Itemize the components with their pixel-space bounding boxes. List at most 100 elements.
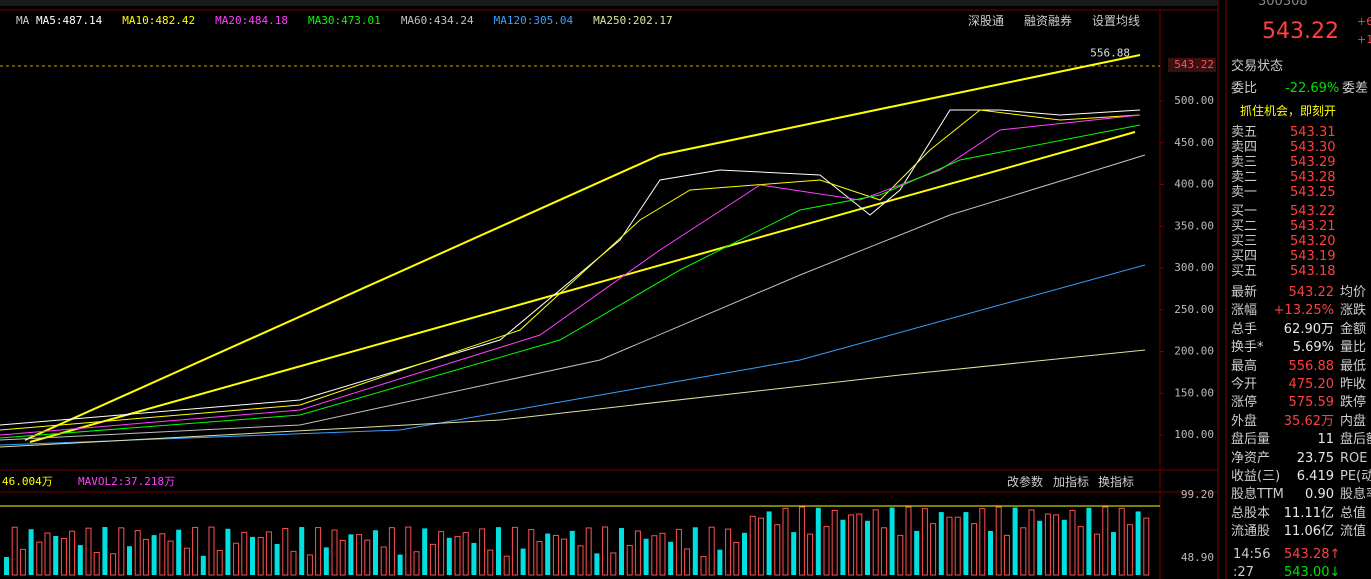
volume-bar (496, 527, 501, 575)
volume-bar (700, 556, 707, 576)
volume-bar (889, 507, 895, 575)
stat-label: ROE (1340, 450, 1368, 466)
stat-value: 6.419 (1296, 469, 1334, 484)
volume-bar (798, 506, 805, 576)
indicator-button[interactable]: 改参数 (1007, 475, 1044, 489)
toolbar-button[interactable]: 深股通 (968, 14, 1005, 28)
ma-line (0, 124, 1141, 439)
stat-label: 流值 (1340, 524, 1367, 540)
volume-bar (1102, 506, 1109, 576)
ask-label: 卖二 (1231, 170, 1258, 185)
volume-bar (413, 551, 420, 576)
volume-bar (183, 547, 190, 576)
status-label: 交易状态 (1231, 59, 1284, 74)
volume-bar (208, 526, 215, 576)
stat-label: 总值 (1340, 505, 1367, 521)
ma-legend-item: MA20:484.18 (215, 14, 288, 27)
volume-bar (823, 526, 830, 576)
volume-bar (290, 550, 297, 576)
volume-bar (159, 533, 166, 576)
volume-bar (36, 541, 43, 576)
trend-line (29, 131, 1136, 443)
volume-bar (151, 535, 157, 575)
bid-label: 买三 (1231, 234, 1258, 249)
volume-bar (257, 537, 264, 576)
volume-bar (774, 524, 781, 576)
stock-code: 300308 (1258, 0, 1308, 9)
volume-bar (585, 527, 592, 576)
volume-bar (241, 531, 248, 576)
volume-bar (905, 506, 912, 576)
volume-bar (429, 543, 436, 576)
stock-price: 543.22 (1262, 19, 1339, 44)
ask-price: 543.31 (1290, 125, 1336, 140)
volume-bar (610, 552, 617, 576)
volume-bar (1126, 524, 1133, 576)
ma-line (0, 109, 1141, 426)
bid-label: 买二 (1231, 219, 1258, 234)
indicator-button[interactable]: 换指标 (1098, 475, 1135, 489)
volume-bar (4, 557, 9, 575)
toolbar-button[interactable]: 设置均线 (1092, 14, 1141, 28)
volume-bar (561, 538, 568, 576)
y-tick-label: 300.00 (1174, 261, 1214, 274)
volume-bar (1053, 514, 1060, 576)
ma-legend-item: MA120:305.04 (494, 14, 574, 27)
volume-bar (552, 534, 559, 576)
stat-label: 跌停 (1340, 395, 1367, 411)
toolbar-button[interactable]: 融资融券 (1024, 14, 1073, 28)
volume-bar (865, 520, 870, 575)
ma-legend-item: MA250:202.17 (593, 14, 672, 27)
ad-banner[interactable]: 抓住机会，即刻开 (1240, 104, 1337, 118)
indicator-button[interactable]: 加指标 (1053, 475, 1090, 489)
volume-bar (708, 526, 715, 576)
volume-bar (315, 527, 322, 576)
ma-legend-item: MA10:482.42 (122, 14, 195, 27)
volume-bar (142, 538, 149, 576)
stat-label: 涨跌 (1340, 303, 1367, 319)
bid-label: 买五 (1231, 264, 1258, 279)
volume-bar (216, 550, 223, 576)
volume-bar (1094, 533, 1101, 576)
volume-bar (634, 530, 641, 576)
ask-label: 卖五 (1231, 125, 1258, 140)
volume-bar (602, 526, 609, 576)
volume-bar (684, 548, 691, 576)
volume-bar (233, 542, 240, 576)
stat-label: 金额 (1340, 321, 1367, 337)
ask-label: 卖三 (1231, 155, 1258, 170)
volume-bar (331, 529, 338, 576)
volume-bar (791, 532, 797, 575)
volume-bar (1020, 527, 1027, 576)
volume-bar (872, 509, 879, 576)
volume-bar (848, 514, 855, 576)
stat-label: 外盘 (1231, 413, 1258, 429)
stat-value: 475.20 (1288, 377, 1335, 392)
volume-bar (1086, 507, 1092, 575)
stat-label: 涨停 (1231, 395, 1258, 411)
bid-price: 543.22 (1290, 204, 1336, 219)
volume-bar (659, 532, 666, 576)
volume-bar (1111, 532, 1116, 575)
ma-line (0, 109, 1141, 431)
volume-bar (1003, 534, 1010, 576)
volume-bar (503, 555, 510, 576)
stat-label: PE(动) (1340, 469, 1371, 484)
volume-bar (536, 540, 543, 576)
stat-value: 11.11亿 (1283, 505, 1334, 521)
stat-label: 盘后量 (1231, 432, 1271, 448)
volume-bar (134, 530, 141, 576)
volume-bar (274, 543, 280, 575)
stat-label: 总手 (1231, 321, 1258, 337)
volume-bar (742, 532, 747, 575)
stat-value: 556.88 (1288, 358, 1335, 374)
y-tick-label: 250.00 (1174, 303, 1214, 316)
volume-bar (914, 530, 920, 575)
volume-bar (1037, 520, 1043, 575)
volume-bar (831, 509, 838, 576)
bid-label: 买一 (1231, 204, 1258, 219)
volume-bar (1135, 511, 1141, 575)
volume-bar (782, 507, 789, 576)
volume-bar (692, 527, 698, 575)
